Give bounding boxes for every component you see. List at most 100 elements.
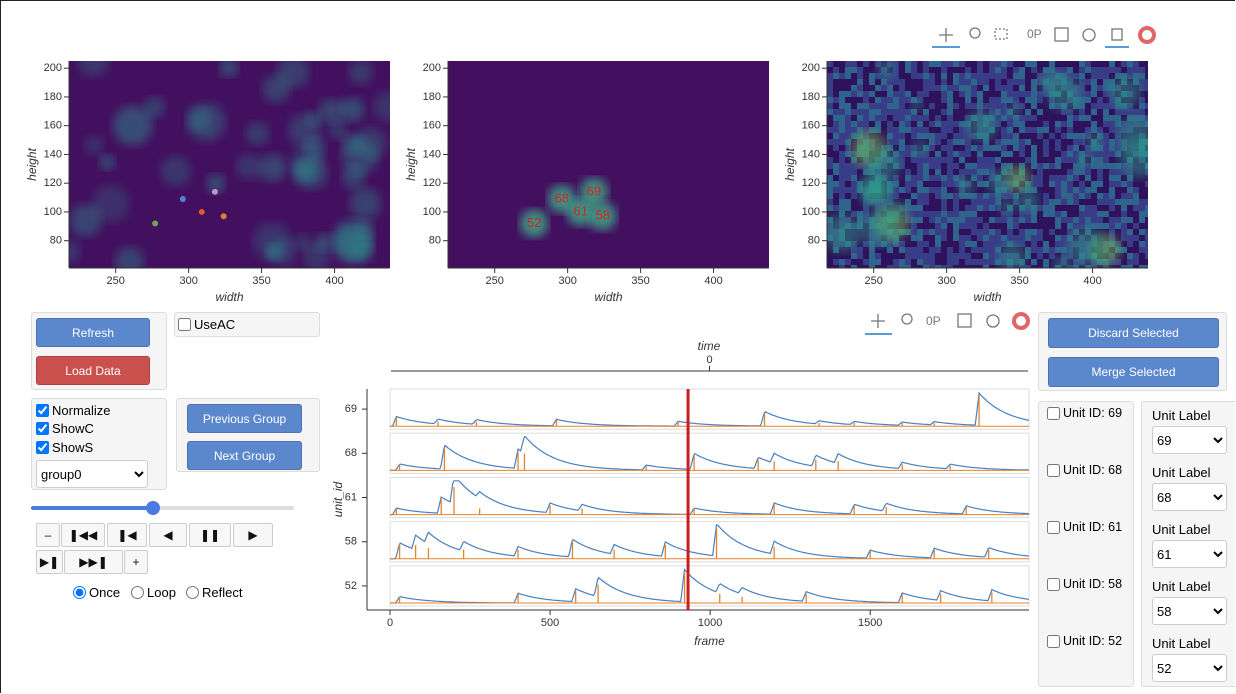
pixel [887, 133, 893, 139]
pixel [905, 133, 911, 139]
hover-tool[interactable] [1111, 28, 1123, 41]
pixel [1055, 133, 1061, 139]
group-select[interactable]: group0 [36, 460, 148, 488]
unit-label-select[interactable]: 58 [1152, 597, 1227, 625]
checkbox[interactable] [1047, 463, 1060, 477]
pixel [1019, 85, 1025, 91]
x-tick-label: 1500 [858, 617, 882, 629]
pixel [887, 241, 893, 247]
select-tool[interactable] [994, 28, 1008, 40]
unit-label-select[interactable]: 69 [1152, 426, 1227, 454]
unit-label-select[interactable]: 68 [1152, 483, 1227, 511]
checkbox[interactable] [1047, 520, 1060, 534]
next-group-button[interactable]: Next Group [187, 441, 302, 470]
unit-checkbox[interactable]: Unit ID: 61 [1047, 520, 1122, 534]
showc-checkbox[interactable]: ShowC [36, 421, 94, 436]
checkbox[interactable] [178, 318, 191, 331]
pixel [869, 205, 875, 211]
loop-mode[interactable]: Loop [131, 585, 176, 600]
checkbox[interactable] [1047, 577, 1060, 591]
unit-checkbox[interactable]: Unit ID: 52 [1047, 634, 1122, 648]
player-button[interactable]: ❚◀◀ [61, 523, 105, 547]
checkbox[interactable] [1047, 634, 1060, 648]
cell-blob [160, 155, 192, 187]
pan-tool[interactable] [939, 28, 953, 42]
pixel [1109, 163, 1115, 169]
player-button[interactable]: – [36, 523, 60, 547]
checkbox[interactable] [36, 441, 49, 454]
pixel [959, 145, 965, 151]
pixel [1073, 193, 1079, 199]
pixel [851, 199, 857, 205]
radio[interactable] [131, 586, 144, 599]
player-button[interactable]: ▶▶❚ [64, 550, 123, 574]
unit-label-select[interactable]: 52 [1152, 654, 1227, 682]
player-button[interactable]: ◀ [149, 523, 187, 547]
box-zoom-tool[interactable] [969, 27, 981, 39]
reset-tool[interactable] [1082, 28, 1096, 42]
previous-group-button[interactable]: Previous Group [187, 404, 302, 433]
shows-checkbox[interactable]: ShowS [36, 440, 93, 455]
pixel [1007, 163, 1013, 169]
pixel [1103, 193, 1109, 199]
checkbox[interactable] [36, 404, 49, 417]
pixel [995, 85, 1001, 91]
box-zoom-tool[interactable] [901, 313, 913, 325]
unit-checkbox[interactable]: Unit ID: 58 [1047, 577, 1122, 591]
pixel [857, 205, 863, 211]
pixel [947, 181, 953, 187]
slider-thumb[interactable] [146, 501, 160, 515]
checkbox[interactable] [1047, 406, 1060, 420]
reset-tool[interactable] [986, 314, 1000, 328]
pixel [839, 73, 845, 79]
pixel [1091, 175, 1097, 181]
checkbox[interactable] [36, 422, 49, 435]
pixel [953, 175, 959, 181]
loop-mode[interactable]: Reflect [186, 585, 242, 600]
pixel [1109, 103, 1115, 109]
pixel [977, 97, 983, 103]
pixel [1019, 151, 1025, 157]
player-button[interactable]: + [124, 550, 148, 574]
pixel [947, 253, 953, 259]
useac-checkbox[interactable]: UseAC [178, 317, 235, 332]
player-button[interactable]: ▶❚ [36, 550, 63, 574]
pixel [1103, 157, 1109, 163]
pixel [1067, 211, 1073, 217]
pan-tool[interactable] [871, 314, 885, 328]
discard-button[interactable]: Discard Selected [1048, 318, 1219, 348]
player-button[interactable]: ▶ [233, 523, 273, 547]
pixel [941, 223, 947, 229]
pixel [827, 133, 833, 139]
save-tool[interactable] [957, 313, 972, 328]
pixel [881, 247, 887, 253]
pixel [1139, 241, 1145, 247]
loop-mode[interactable]: Once [73, 585, 120, 600]
pixel [977, 73, 983, 79]
load-data-button[interactable]: Load Data [36, 356, 150, 385]
player-button[interactable]: ❚◀ [107, 523, 147, 547]
wheel-tool[interactable]: 0P [1027, 27, 1042, 41]
unit-label-select[interactable]: 61 [1152, 540, 1227, 568]
pixel [941, 229, 947, 235]
unit-checkbox[interactable]: Unit ID: 68 [1047, 463, 1122, 477]
pixel [893, 187, 899, 193]
pixel [935, 91, 941, 97]
pixel [983, 193, 989, 199]
refresh-button[interactable]: Refresh [36, 318, 150, 347]
pixel [893, 85, 899, 91]
radio[interactable] [186, 586, 199, 599]
player-button[interactable]: ❚❚ [189, 523, 231, 547]
merge-button[interactable]: Merge Selected [1048, 357, 1219, 387]
wheel-tool[interactable]: 0P [926, 314, 941, 328]
pixel [1127, 193, 1133, 199]
checkbox-label: Unit ID: 69 [1063, 406, 1123, 420]
pixel [899, 133, 905, 139]
normalize-checkbox[interactable]: Normalize [36, 403, 111, 418]
pixel [1091, 79, 1097, 85]
pixel [1049, 241, 1055, 247]
pixel [827, 157, 833, 163]
save-tool[interactable] [1054, 27, 1069, 42]
unit-checkbox[interactable]: Unit ID: 69 [1047, 406, 1122, 420]
radio[interactable] [73, 586, 86, 599]
